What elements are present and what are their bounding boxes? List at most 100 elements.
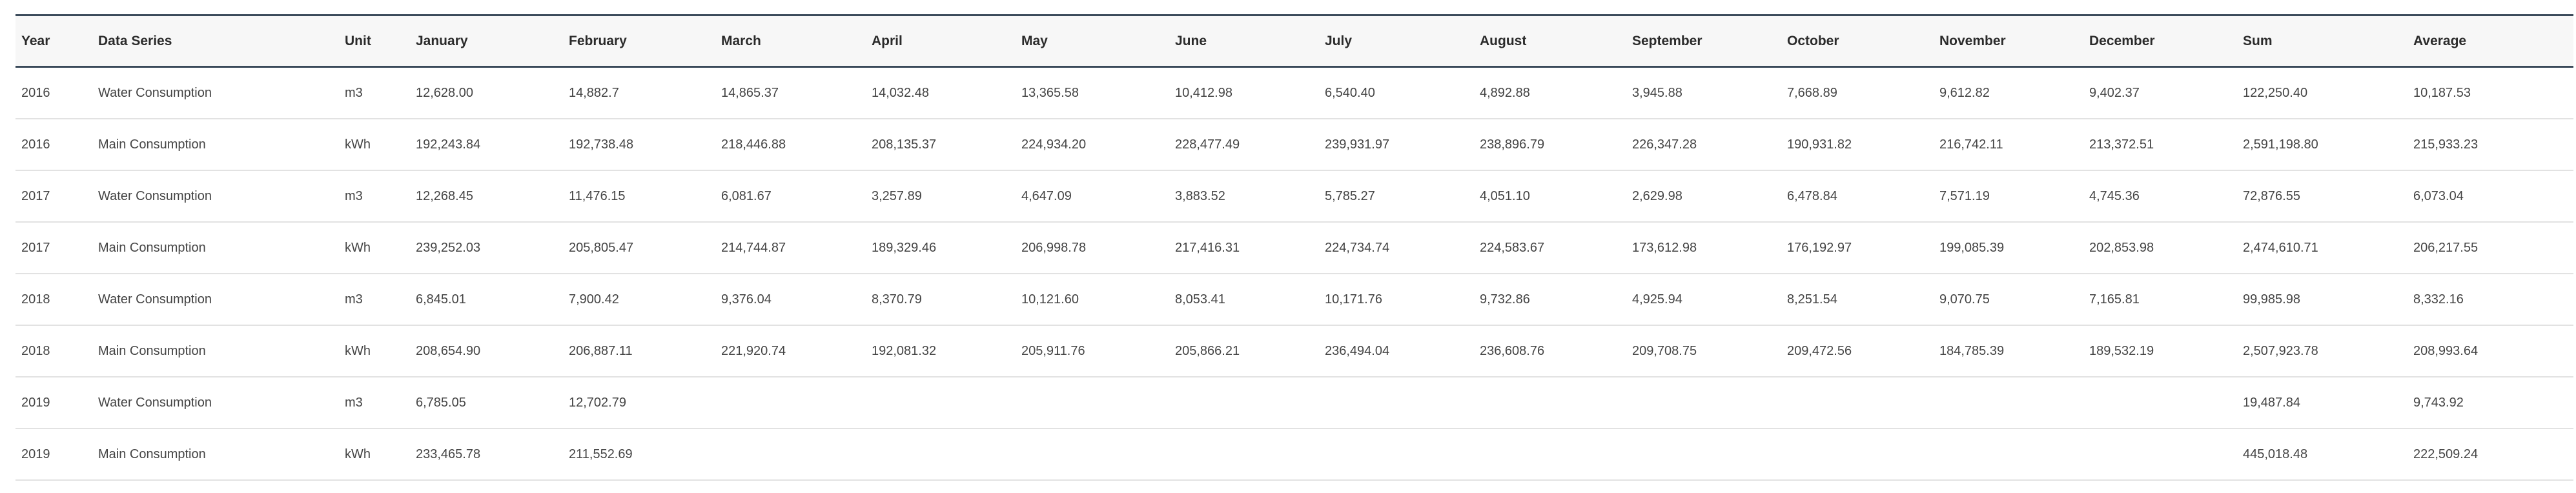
- cell-average: 206,217.55: [2407, 222, 2573, 274]
- cell-october: 176,192.97: [1781, 222, 1934, 274]
- consumption-table-container: Year Data Series Unit January February March A…: [15, 14, 2573, 481]
- column-header-sum[interactable]: Sum: [2243, 33, 2273, 48]
- cell-february: 7,900.42: [563, 274, 715, 326]
- column-header-september[interactable]: September: [1632, 33, 1702, 48]
- cell-october: [1781, 428, 1934, 481]
- column-header-december[interactable]: December: [2089, 33, 2155, 48]
- column-header-june[interactable]: June: [1175, 33, 1207, 48]
- cell-november: 216,742.11: [1934, 119, 2083, 171]
- cell-average: 208,993.64: [2407, 325, 2573, 377]
- cell-data-series: Main Consumption: [92, 325, 339, 377]
- cell-may: 206,998.78: [1016, 222, 1169, 274]
- cell-data-series: Main Consumption: [92, 119, 339, 171]
- column-header-november[interactable]: November: [1939, 33, 2006, 48]
- cell-march: 221,920.74: [715, 325, 866, 377]
- cell-february: 206,887.11: [563, 325, 715, 377]
- cell-november: 7,571.19: [1934, 170, 2083, 223]
- cell-april: [866, 377, 1016, 429]
- cell-february: 205,805.47: [563, 222, 715, 274]
- table-row: 2017 Main Consumption kWh 239,252.03 205,805…: [15, 222, 2573, 274]
- cell-august: [1474, 377, 1626, 429]
- cell-april: 189,329.46: [866, 222, 1016, 274]
- cell-december: 7,165.81: [2083, 274, 2237, 326]
- cell-unit: kWh: [339, 325, 410, 377]
- cell-october: [1781, 377, 1934, 429]
- table-row: 2019 Water Consumption m3 6,785.05 12,702.79…: [15, 377, 2573, 429]
- column-header-year[interactable]: Year: [21, 33, 50, 48]
- cell-sum: 2,591,198.80: [2237, 119, 2407, 171]
- cell-december: [2083, 428, 2237, 481]
- header-row: Year Data Series Unit January February March A…: [15, 15, 2573, 67]
- cell-june: 8,053.41: [1169, 274, 1319, 326]
- cell-year: 2019: [15, 377, 92, 429]
- column-header-october[interactable]: October: [1787, 33, 1839, 48]
- cell-february: 192,738.48: [563, 119, 715, 171]
- table-row: 2018 Water Consumption m3 6,845.01 7,900.42 9…: [15, 274, 2573, 326]
- table-row: 2019 Main Consumption kWh 233,465.78 211,552…: [15, 428, 2573, 481]
- cell-may: 10,121.60: [1016, 274, 1169, 326]
- cell-april: [866, 428, 1016, 481]
- column-header-unit[interactable]: Unit: [345, 33, 371, 48]
- cell-october: 190,931.82: [1781, 119, 1934, 171]
- cell-march: 214,744.87: [715, 222, 866, 274]
- cell-data-series: Main Consumption: [92, 222, 339, 274]
- cell-october: 8,251.54: [1781, 274, 1934, 326]
- cell-august: [1474, 428, 1626, 481]
- cell-november: [1934, 377, 2083, 429]
- cell-data-series: Water Consumption: [92, 66, 339, 119]
- cell-february: 12,702.79: [563, 377, 715, 429]
- cell-january: 12,268.45: [410, 170, 563, 223]
- cell-year: 2016: [15, 66, 92, 119]
- cell-march: 9,376.04: [715, 274, 866, 326]
- cell-april: 192,081.32: [866, 325, 1016, 377]
- table-row: 2018 Main Consumption kWh 208,654.90 206,887…: [15, 325, 2573, 377]
- cell-june: 3,883.52: [1169, 170, 1319, 223]
- cell-december: 4,745.36: [2083, 170, 2237, 223]
- cell-december: [2083, 377, 2237, 429]
- cell-october: 6,478.84: [1781, 170, 1934, 223]
- column-header-march[interactable]: March: [721, 33, 761, 48]
- column-header-january[interactable]: January: [416, 33, 468, 48]
- cell-may: 205,911.76: [1016, 325, 1169, 377]
- cell-sum: 19,487.84: [2237, 377, 2407, 429]
- cell-january: 239,252.03: [410, 222, 563, 274]
- column-header-april[interactable]: April: [872, 33, 903, 48]
- cell-august: 4,051.10: [1474, 170, 1626, 223]
- column-header-august[interactable]: August: [1480, 33, 1527, 48]
- cell-june: 10,412.98: [1169, 66, 1319, 119]
- column-header-may[interactable]: May: [1021, 33, 1048, 48]
- cell-sum: 2,474,610.71: [2237, 222, 2407, 274]
- cell-august: 236,608.76: [1474, 325, 1626, 377]
- cell-february: 14,882.7: [563, 66, 715, 119]
- cell-data-series: Water Consumption: [92, 377, 339, 429]
- cell-june: [1169, 377, 1319, 429]
- cell-unit: m3: [339, 274, 410, 326]
- cell-data-series: Main Consumption: [92, 428, 339, 481]
- cell-unit: kWh: [339, 222, 410, 274]
- cell-july: [1319, 377, 1474, 429]
- cell-april: 208,135.37: [866, 119, 1016, 171]
- cell-november: 184,785.39: [1934, 325, 2083, 377]
- cell-december: 189,532.19: [2083, 325, 2237, 377]
- cell-january: 6,845.01: [410, 274, 563, 326]
- cell-year: 2016: [15, 119, 92, 171]
- cell-average: 10,187.53: [2407, 66, 2573, 119]
- cell-february: 211,552.69: [563, 428, 715, 481]
- cell-january: 192,243.84: [410, 119, 563, 171]
- cell-december: 213,372.51: [2083, 119, 2237, 171]
- column-header-average[interactable]: Average: [2413, 33, 2467, 48]
- column-header-data-series[interactable]: Data Series: [98, 33, 172, 48]
- column-header-february[interactable]: February: [569, 33, 627, 48]
- cell-unit: m3: [339, 170, 410, 223]
- column-header-july[interactable]: July: [1325, 33, 1353, 48]
- cell-august: 4,892.88: [1474, 66, 1626, 119]
- cell-july: 10,171.76: [1319, 274, 1474, 326]
- cell-june: 205,866.21: [1169, 325, 1319, 377]
- cell-september: 173,612.98: [1626, 222, 1781, 274]
- cell-january: 208,654.90: [410, 325, 563, 377]
- table-body: 2016 Water Consumption m3 12,628.00 14,882.7…: [15, 66, 2573, 481]
- cell-june: [1169, 428, 1319, 481]
- cell-september: 3,945.88: [1626, 66, 1781, 119]
- cell-august: 224,583.67: [1474, 222, 1626, 274]
- cell-unit: m3: [339, 377, 410, 429]
